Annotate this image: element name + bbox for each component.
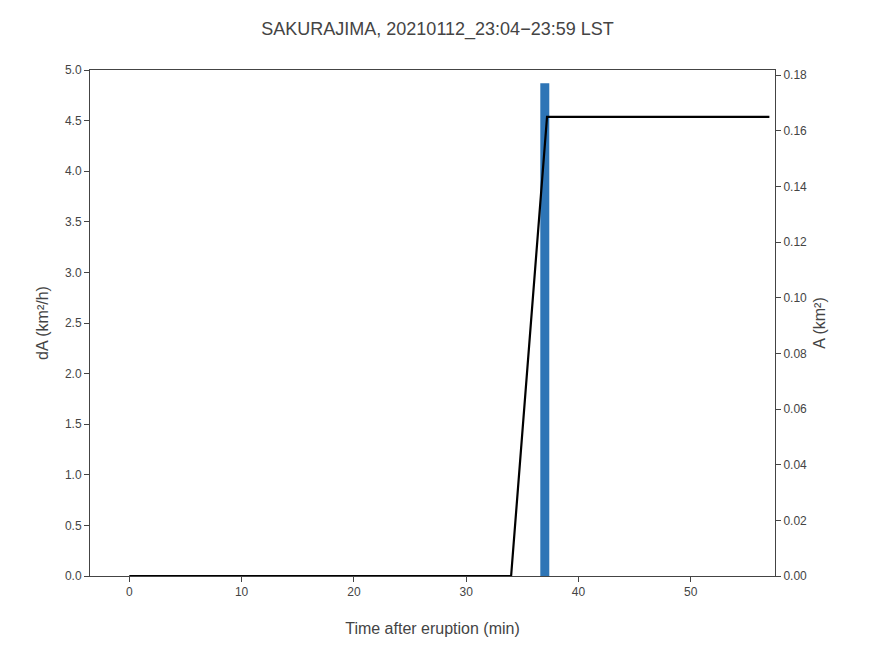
svg-text:0.0: 0.0 [65,569,82,583]
svg-text:20: 20 [347,585,361,599]
svg-text:3.5: 3.5 [65,215,82,229]
svg-text:3.0: 3.0 [65,266,82,280]
svg-text:40: 40 [572,585,586,599]
svg-text:0.02: 0.02 [783,514,807,528]
svg-text:0.06: 0.06 [783,402,807,416]
svg-text:4.0: 4.0 [65,164,82,178]
svg-text:Time after eruption (min): Time after eruption (min) [345,620,520,637]
svg-text:1.0: 1.0 [65,468,82,482]
svg-text:0.08: 0.08 [783,347,807,361]
svg-text:A (km²): A (km²) [811,297,828,349]
svg-text:5.0: 5.0 [65,63,82,77]
svg-text:50: 50 [684,585,698,599]
svg-text:0: 0 [126,585,133,599]
svg-text:2.0: 2.0 [65,367,82,381]
svg-text:4.5: 4.5 [65,114,82,128]
svg-text:1.5: 1.5 [65,417,82,431]
svg-text:SAKURAJIMA, 20210112_23:04−23:: SAKURAJIMA, 20210112_23:04−23:59 LST [261,19,613,40]
svg-text:0.00: 0.00 [783,569,807,583]
svg-text:2.5: 2.5 [65,316,82,330]
svg-text:0.04: 0.04 [783,458,807,472]
svg-text:0.12: 0.12 [783,235,807,249]
svg-text:0.16: 0.16 [783,124,807,138]
svg-text:10: 10 [235,585,249,599]
svg-text:0.14: 0.14 [783,180,807,194]
svg-text:0.10: 0.10 [783,291,807,305]
svg-text:30: 30 [460,585,474,599]
svg-text:0.18: 0.18 [783,68,807,82]
svg-text:dA (km²/h): dA (km²/h) [34,286,51,360]
svg-text:0.5: 0.5 [65,519,82,533]
